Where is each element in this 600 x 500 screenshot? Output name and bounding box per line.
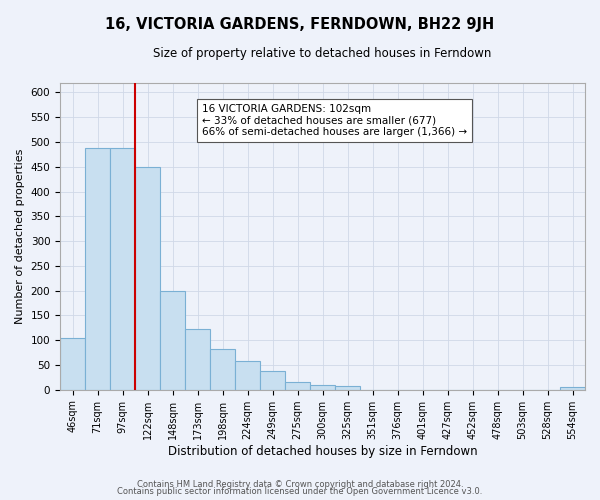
X-axis label: Distribution of detached houses by size in Ferndown: Distribution of detached houses by size … xyxy=(168,444,478,458)
Bar xyxy=(135,166,160,390)
Bar xyxy=(85,148,110,390)
Bar xyxy=(310,385,335,390)
Bar xyxy=(285,382,310,390)
Bar xyxy=(335,386,360,390)
Text: 16 VICTORIA GARDENS: 102sqm
← 33% of detached houses are smaller (677)
66% of se: 16 VICTORIA GARDENS: 102sqm ← 33% of det… xyxy=(202,104,467,137)
Bar xyxy=(235,361,260,390)
Text: 16, VICTORIA GARDENS, FERNDOWN, BH22 9JH: 16, VICTORIA GARDENS, FERNDOWN, BH22 9JH xyxy=(106,18,494,32)
Text: Contains HM Land Registry data © Crown copyright and database right 2024.: Contains HM Land Registry data © Crown c… xyxy=(137,480,463,489)
Title: Size of property relative to detached houses in Ferndown: Size of property relative to detached ho… xyxy=(154,48,492,60)
Bar xyxy=(160,290,185,390)
Bar xyxy=(210,349,235,390)
Bar xyxy=(60,338,85,390)
Bar xyxy=(260,372,285,390)
Bar xyxy=(110,148,135,390)
Text: Contains public sector information licensed under the Open Government Licence v3: Contains public sector information licen… xyxy=(118,487,482,496)
Bar xyxy=(185,330,210,390)
Y-axis label: Number of detached properties: Number of detached properties xyxy=(15,148,25,324)
Bar xyxy=(560,387,585,390)
